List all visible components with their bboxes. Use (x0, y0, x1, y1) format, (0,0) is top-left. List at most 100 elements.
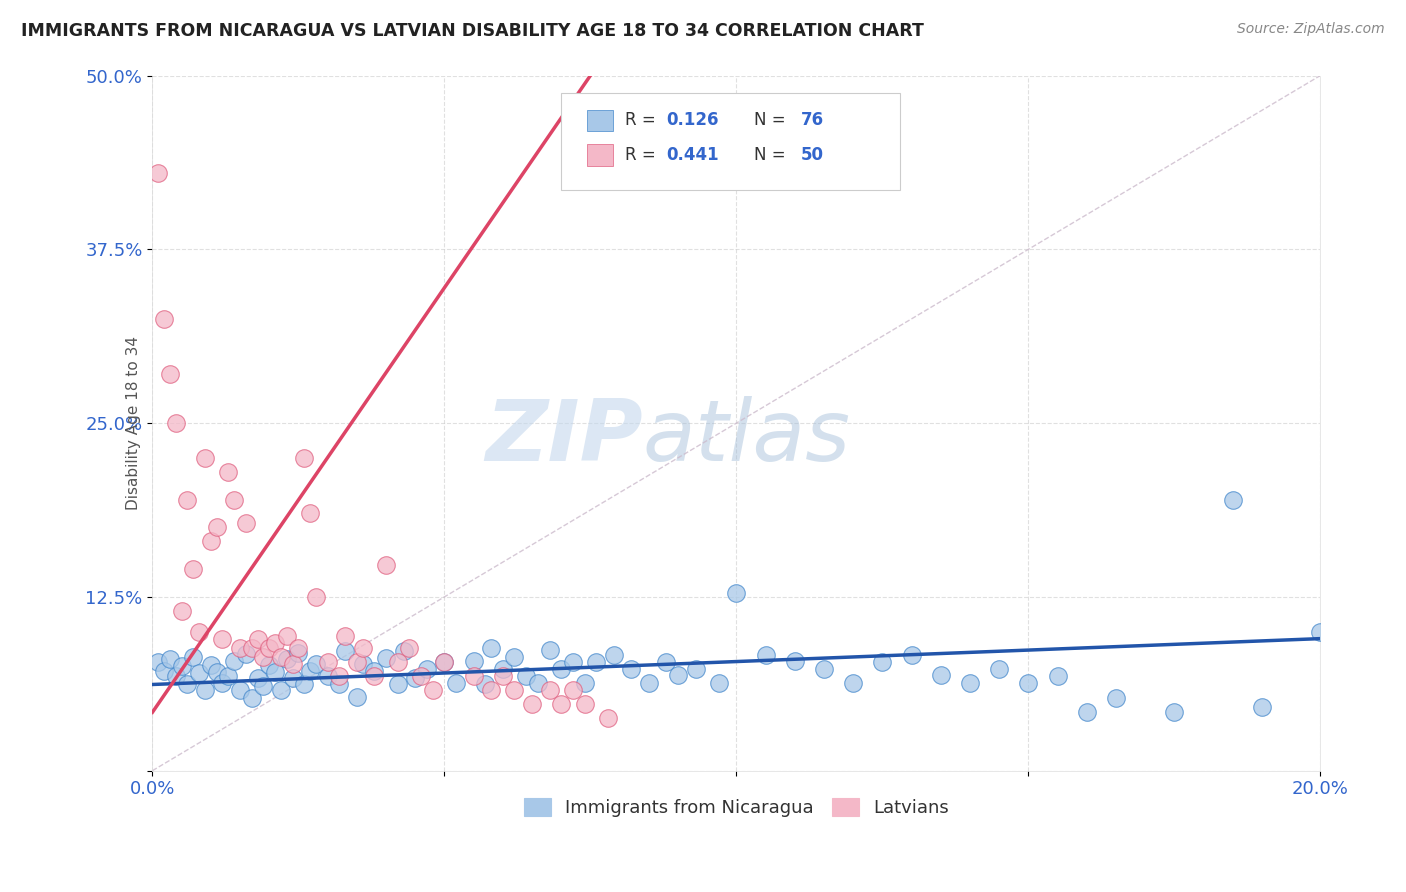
Y-axis label: Disability Age 18 to 34: Disability Age 18 to 34 (127, 336, 141, 510)
Point (217, 465, 239, 479)
Point (264, 636, 287, 650)
Point (444, 676, 467, 690)
Point (813, 662, 835, 676)
Point (153, 664, 176, 678)
Point (252, 649, 274, 664)
Point (257, 641, 280, 656)
Point (346, 655, 368, 669)
FancyBboxPatch shape (561, 93, 900, 190)
Point (352, 641, 374, 656)
Text: ZIP: ZIP (485, 395, 643, 478)
Point (637, 676, 659, 690)
Point (188, 624, 211, 639)
FancyBboxPatch shape (586, 145, 613, 166)
Text: N =: N = (754, 112, 790, 129)
Point (398, 641, 420, 656)
Point (387, 677, 409, 691)
Point (176, 677, 198, 691)
Point (299, 507, 322, 521)
Point (550, 662, 572, 676)
Point (392, 644, 415, 658)
Point (276, 629, 298, 643)
Point (375, 558, 398, 572)
Text: R =: R = (626, 112, 661, 129)
Point (316, 655, 339, 669)
Point (707, 676, 730, 690)
Point (842, 676, 865, 690)
Text: 0.126: 0.126 (666, 112, 718, 129)
Text: 50: 50 (800, 146, 824, 164)
FancyBboxPatch shape (586, 110, 613, 131)
Point (170, 659, 193, 673)
Legend: Immigrants from Nicaragua, Latvians: Immigrants from Nicaragua, Latvians (516, 790, 956, 824)
Point (240, 691, 263, 706)
Point (281, 671, 304, 685)
Point (240, 641, 263, 656)
Point (328, 669, 350, 683)
Point (181, 562, 204, 576)
Point (520, 697, 543, 711)
Point (224, 492, 246, 507)
Point (515, 669, 537, 683)
Point (252, 679, 274, 693)
Point (561, 655, 583, 669)
Point (1105, 691, 1128, 706)
Point (159, 652, 181, 666)
Point (292, 450, 315, 465)
Point (603, 648, 626, 663)
Point (1222, 492, 1244, 507)
Point (159, 368, 181, 382)
Point (474, 677, 496, 691)
Point (685, 662, 707, 676)
Point (229, 641, 252, 656)
Point (561, 683, 583, 698)
Point (148, 655, 170, 669)
Point (224, 654, 246, 668)
Point (153, 311, 176, 326)
Point (176, 492, 198, 507)
Point (409, 669, 432, 683)
Text: N =: N = (754, 146, 790, 164)
Point (433, 655, 456, 669)
Point (872, 655, 894, 669)
Point (352, 657, 374, 671)
Point (194, 450, 217, 465)
Point (211, 676, 233, 690)
Point (433, 655, 456, 669)
Point (264, 665, 287, 679)
Point (246, 671, 269, 685)
Point (170, 604, 193, 618)
Point (316, 669, 339, 683)
Point (287, 641, 309, 656)
Point (492, 669, 515, 683)
Point (783, 654, 806, 668)
Point (270, 683, 292, 698)
Point (479, 683, 502, 698)
Text: R =: R = (626, 146, 661, 164)
Text: 0.441: 0.441 (666, 146, 718, 164)
Point (585, 655, 607, 669)
Point (200, 658, 222, 673)
Point (1017, 676, 1039, 690)
Point (235, 516, 257, 531)
Point (574, 676, 596, 690)
Point (181, 649, 204, 664)
Point (492, 662, 515, 676)
Point (375, 651, 398, 665)
Point (900, 648, 922, 663)
Point (538, 683, 561, 698)
Point (363, 669, 385, 683)
Point (596, 711, 619, 725)
Point (205, 665, 228, 679)
Point (479, 641, 502, 656)
Point (416, 662, 439, 676)
Point (550, 697, 572, 711)
Point (463, 669, 485, 683)
Point (200, 534, 222, 549)
Point (270, 649, 292, 664)
Point (363, 664, 385, 678)
Point (194, 683, 217, 698)
Point (276, 652, 298, 666)
Point (148, 166, 170, 180)
Point (165, 416, 187, 430)
